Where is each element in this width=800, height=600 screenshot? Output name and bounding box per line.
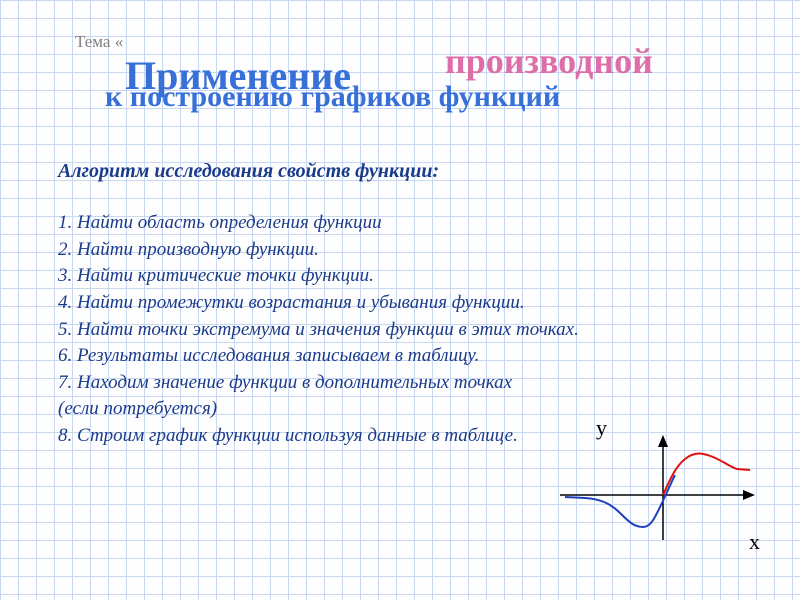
- algorithm-heading: Алгоритм исследования свойств функции:: [58, 160, 439, 183]
- axis-label-x: х: [749, 529, 760, 555]
- axis-label-y: у: [596, 415, 607, 441]
- algorithm-step: (если потребуется): [58, 396, 579, 422]
- title-derivative: производной: [445, 40, 653, 82]
- algorithm-list: 1. Найти область определения функции 2. …: [58, 210, 579, 450]
- red-curve: [663, 454, 750, 496]
- arrow-x-icon: [743, 490, 755, 500]
- function-chart: [555, 435, 755, 565]
- title-secondary: к построению графиков функций: [105, 80, 560, 114]
- chart-svg: [555, 435, 755, 565]
- blue-curve: [565, 475, 675, 527]
- algorithm-step: 7. Находим значение функции в дополнител…: [58, 370, 579, 396]
- algorithm-step: 3. Найти критические точки функции.: [58, 263, 579, 289]
- algorithm-step: 2. Найти производную функции.: [58, 237, 579, 263]
- algorithm-step: 5. Найти точки экстремума и значения фун…: [58, 317, 579, 343]
- topic-label: Тема «: [75, 32, 123, 52]
- algorithm-step: 1. Найти область определения функции: [58, 210, 579, 236]
- algorithm-step: 6. Результаты исследования записываем в …: [58, 343, 579, 369]
- arrow-y-icon: [658, 435, 668, 447]
- algorithm-step: 8. Строим график функции используя данны…: [58, 423, 579, 449]
- algorithm-step: 4. Найти промежутки возрастания и убыван…: [58, 290, 579, 316]
